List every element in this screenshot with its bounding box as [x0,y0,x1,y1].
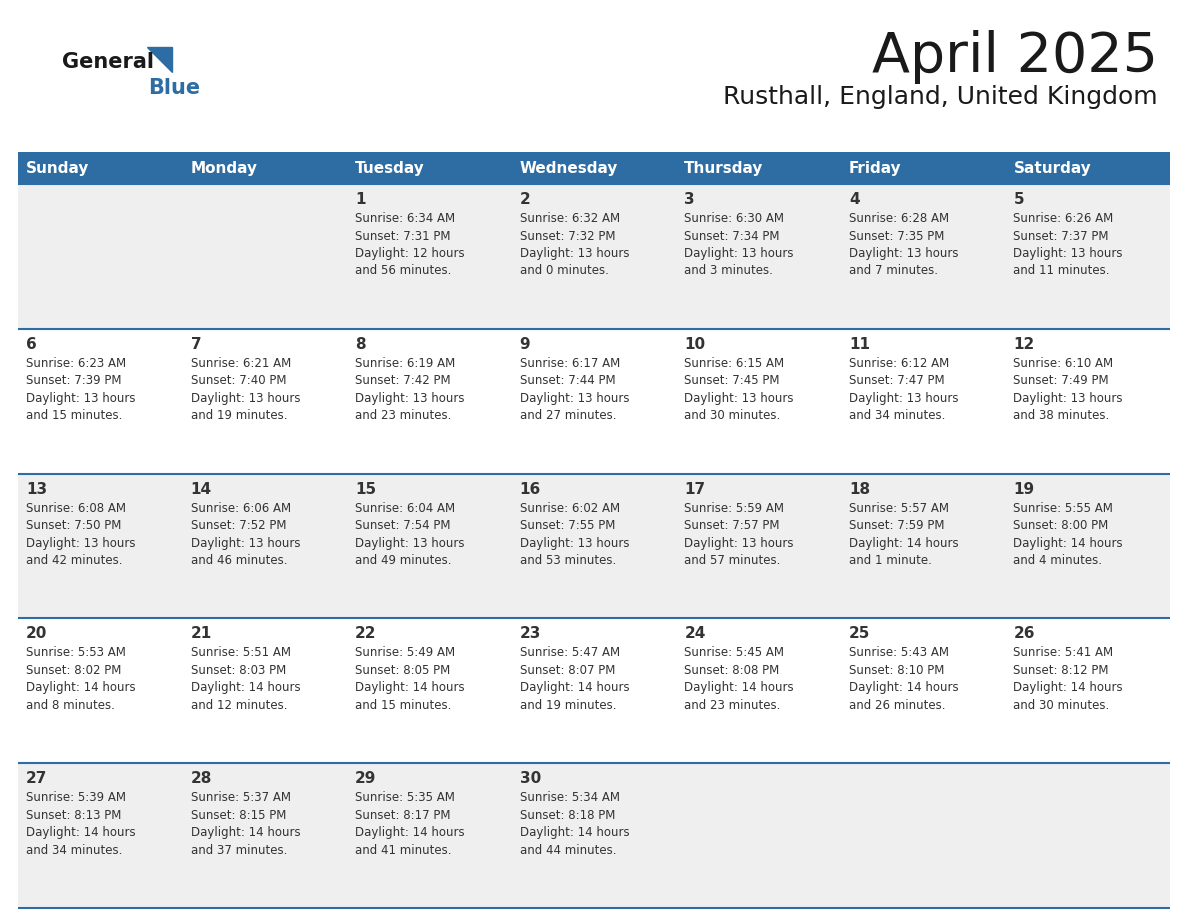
Text: 4: 4 [849,192,859,207]
Bar [18,152,1170,184]
Text: 16: 16 [519,482,541,497]
Text: 9: 9 [519,337,530,352]
Text: Thursday: Thursday [684,161,764,175]
Text: Sunrise: 5:34 AM
Sunset: 8:18 PM
Daylight: 14 hours
and 44 minutes.: Sunrise: 5:34 AM Sunset: 8:18 PM Dayligh… [519,791,630,856]
Text: Sunrise: 5:55 AM
Sunset: 8:00 PM
Daylight: 14 hours
and 4 minutes.: Sunrise: 5:55 AM Sunset: 8:00 PM Dayligh… [1013,501,1123,567]
Text: 17: 17 [684,482,706,497]
Text: 1: 1 [355,192,366,207]
Text: Sunrise: 5:37 AM
Sunset: 8:15 PM
Daylight: 14 hours
and 37 minutes.: Sunrise: 5:37 AM Sunset: 8:15 PM Dayligh… [190,791,301,856]
Text: 28: 28 [190,771,211,786]
Text: Sunrise: 6:15 AM
Sunset: 7:45 PM
Daylight: 13 hours
and 30 minutes.: Sunrise: 6:15 AM Sunset: 7:45 PM Dayligh… [684,357,794,422]
Text: Sunrise: 6:30 AM
Sunset: 7:34 PM
Daylight: 13 hours
and 3 minutes.: Sunrise: 6:30 AM Sunset: 7:34 PM Dayligh… [684,212,794,277]
Text: 2: 2 [519,192,531,207]
Text: Sunrise: 5:35 AM
Sunset: 8:17 PM
Daylight: 14 hours
and 41 minutes.: Sunrise: 5:35 AM Sunset: 8:17 PM Dayligh… [355,791,465,856]
Text: Sunrise: 6:34 AM
Sunset: 7:31 PM
Daylight: 12 hours
and 56 minutes.: Sunrise: 6:34 AM Sunset: 7:31 PM Dayligh… [355,212,465,277]
Bar [18,619,1170,763]
Text: Sunrise: 6:06 AM
Sunset: 7:52 PM
Daylight: 13 hours
and 46 minutes.: Sunrise: 6:06 AM Sunset: 7:52 PM Dayligh… [190,501,301,567]
Text: 18: 18 [849,482,870,497]
Text: 8: 8 [355,337,366,352]
Text: Sunrise: 6:12 AM
Sunset: 7:47 PM
Daylight: 13 hours
and 34 minutes.: Sunrise: 6:12 AM Sunset: 7:47 PM Dayligh… [849,357,959,422]
Text: Monday: Monday [190,161,258,175]
Text: Sunrise: 6:10 AM
Sunset: 7:49 PM
Daylight: 13 hours
and 38 minutes.: Sunrise: 6:10 AM Sunset: 7:49 PM Dayligh… [1013,357,1123,422]
Text: Sunrise: 5:43 AM
Sunset: 8:10 PM
Daylight: 14 hours
and 26 minutes.: Sunrise: 5:43 AM Sunset: 8:10 PM Dayligh… [849,646,959,711]
Text: Sunrise: 5:53 AM
Sunset: 8:02 PM
Daylight: 14 hours
and 8 minutes.: Sunrise: 5:53 AM Sunset: 8:02 PM Dayligh… [26,646,135,711]
Text: 24: 24 [684,626,706,642]
Text: 22: 22 [355,626,377,642]
Text: Sunrise: 5:41 AM
Sunset: 8:12 PM
Daylight: 14 hours
and 30 minutes.: Sunrise: 5:41 AM Sunset: 8:12 PM Dayligh… [1013,646,1123,711]
Bar [18,474,1170,619]
Text: Rusthall, England, United Kingdom: Rusthall, England, United Kingdom [723,85,1158,109]
Text: 26: 26 [1013,626,1035,642]
Text: 15: 15 [355,482,377,497]
Text: Sunrise: 6:19 AM
Sunset: 7:42 PM
Daylight: 13 hours
and 23 minutes.: Sunrise: 6:19 AM Sunset: 7:42 PM Dayligh… [355,357,465,422]
Text: 20: 20 [26,626,48,642]
Text: 21: 21 [190,626,211,642]
Text: 13: 13 [26,482,48,497]
Text: Blue: Blue [148,78,200,98]
Text: Sunrise: 5:59 AM
Sunset: 7:57 PM
Daylight: 13 hours
and 57 minutes.: Sunrise: 5:59 AM Sunset: 7:57 PM Dayligh… [684,501,794,567]
Text: 10: 10 [684,337,706,352]
Text: 25: 25 [849,626,871,642]
Text: Sunrise: 6:23 AM
Sunset: 7:39 PM
Daylight: 13 hours
and 15 minutes.: Sunrise: 6:23 AM Sunset: 7:39 PM Dayligh… [26,357,135,422]
Text: 27: 27 [26,771,48,786]
Text: April 2025: April 2025 [872,30,1158,84]
Bar [18,763,1170,908]
Text: Sunrise: 5:49 AM
Sunset: 8:05 PM
Daylight: 14 hours
and 15 minutes.: Sunrise: 5:49 AM Sunset: 8:05 PM Dayligh… [355,646,465,711]
Text: 29: 29 [355,771,377,786]
Text: Saturday: Saturday [1013,161,1092,175]
Text: Sunrise: 5:51 AM
Sunset: 8:03 PM
Daylight: 14 hours
and 12 minutes.: Sunrise: 5:51 AM Sunset: 8:03 PM Dayligh… [190,646,301,711]
Text: Sunrise: 5:45 AM
Sunset: 8:08 PM
Daylight: 14 hours
and 23 minutes.: Sunrise: 5:45 AM Sunset: 8:08 PM Dayligh… [684,646,794,711]
Text: 14: 14 [190,482,211,497]
Text: 3: 3 [684,192,695,207]
Text: 23: 23 [519,626,541,642]
Text: 7: 7 [190,337,201,352]
Text: 6: 6 [26,337,37,352]
Text: 19: 19 [1013,482,1035,497]
Text: Tuesday: Tuesday [355,161,425,175]
Text: Sunrise: 6:08 AM
Sunset: 7:50 PM
Daylight: 13 hours
and 42 minutes.: Sunrise: 6:08 AM Sunset: 7:50 PM Dayligh… [26,501,135,567]
Text: 11: 11 [849,337,870,352]
Text: Sunrise: 6:26 AM
Sunset: 7:37 PM
Daylight: 13 hours
and 11 minutes.: Sunrise: 6:26 AM Sunset: 7:37 PM Dayligh… [1013,212,1123,277]
Bar [18,329,1170,474]
Text: Sunday: Sunday [26,161,89,175]
Text: 5: 5 [1013,192,1024,207]
Text: Sunrise: 6:21 AM
Sunset: 7:40 PM
Daylight: 13 hours
and 19 minutes.: Sunrise: 6:21 AM Sunset: 7:40 PM Dayligh… [190,357,301,422]
Polygon shape [147,47,172,72]
Text: Sunrise: 6:02 AM
Sunset: 7:55 PM
Daylight: 13 hours
and 53 minutes.: Sunrise: 6:02 AM Sunset: 7:55 PM Dayligh… [519,501,630,567]
Text: Friday: Friday [849,161,902,175]
Text: Sunrise: 6:28 AM
Sunset: 7:35 PM
Daylight: 13 hours
and 7 minutes.: Sunrise: 6:28 AM Sunset: 7:35 PM Dayligh… [849,212,959,277]
Bar [18,184,1170,329]
Text: Sunrise: 6:17 AM
Sunset: 7:44 PM
Daylight: 13 hours
and 27 minutes.: Sunrise: 6:17 AM Sunset: 7:44 PM Dayligh… [519,357,630,422]
Text: General: General [62,52,154,72]
Text: Sunrise: 6:04 AM
Sunset: 7:54 PM
Daylight: 13 hours
and 49 minutes.: Sunrise: 6:04 AM Sunset: 7:54 PM Dayligh… [355,501,465,567]
Text: Wednesday: Wednesday [519,161,618,175]
Text: Sunrise: 6:32 AM
Sunset: 7:32 PM
Daylight: 13 hours
and 0 minutes.: Sunrise: 6:32 AM Sunset: 7:32 PM Dayligh… [519,212,630,277]
Text: Sunrise: 5:47 AM
Sunset: 8:07 PM
Daylight: 14 hours
and 19 minutes.: Sunrise: 5:47 AM Sunset: 8:07 PM Dayligh… [519,646,630,711]
Text: 30: 30 [519,771,541,786]
Text: Sunrise: 5:57 AM
Sunset: 7:59 PM
Daylight: 14 hours
and 1 minute.: Sunrise: 5:57 AM Sunset: 7:59 PM Dayligh… [849,501,959,567]
Text: 12: 12 [1013,337,1035,352]
Text: Sunrise: 5:39 AM
Sunset: 8:13 PM
Daylight: 14 hours
and 34 minutes.: Sunrise: 5:39 AM Sunset: 8:13 PM Dayligh… [26,791,135,856]
